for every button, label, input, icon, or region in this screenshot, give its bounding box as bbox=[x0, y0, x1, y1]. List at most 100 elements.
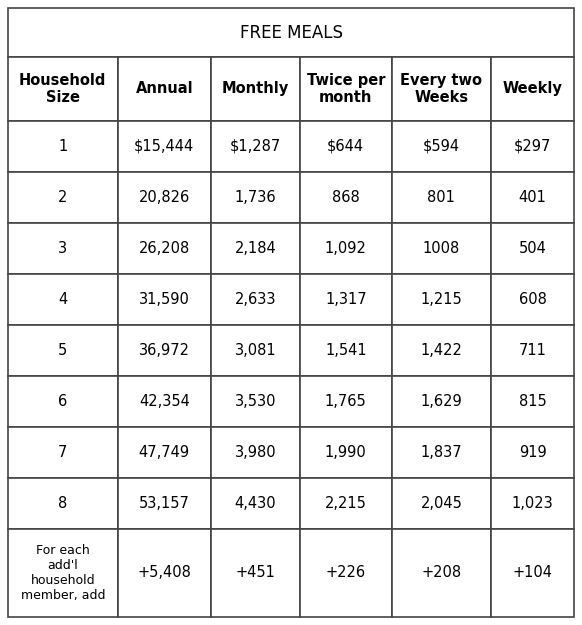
Text: 7: 7 bbox=[58, 445, 68, 460]
Bar bbox=[211, 325, 300, 376]
Text: 1008: 1008 bbox=[423, 241, 460, 256]
Text: $644: $644 bbox=[327, 139, 364, 154]
Text: 919: 919 bbox=[519, 445, 546, 460]
Bar bbox=[300, 325, 392, 376]
Bar bbox=[211, 427, 300, 478]
Text: FREE MEALS: FREE MEALS bbox=[240, 24, 342, 41]
Text: 3,530: 3,530 bbox=[235, 394, 276, 409]
Bar bbox=[300, 57, 392, 121]
Text: 4: 4 bbox=[58, 292, 68, 307]
Text: 3,081: 3,081 bbox=[235, 342, 276, 357]
Text: 504: 504 bbox=[519, 241, 546, 256]
Text: 2,184: 2,184 bbox=[235, 241, 276, 256]
Bar bbox=[300, 222, 392, 274]
Bar bbox=[300, 172, 392, 222]
Bar bbox=[491, 222, 574, 274]
Bar bbox=[211, 529, 300, 617]
Text: 1,092: 1,092 bbox=[325, 241, 367, 256]
Bar bbox=[491, 57, 574, 121]
Text: +208: +208 bbox=[421, 566, 462, 581]
Bar bbox=[491, 172, 574, 222]
Bar bbox=[8, 57, 118, 121]
Text: +5,408: +5,408 bbox=[137, 566, 191, 581]
Bar bbox=[211, 121, 300, 172]
Bar bbox=[392, 529, 491, 617]
Bar bbox=[491, 376, 574, 427]
Bar bbox=[211, 222, 300, 274]
Bar bbox=[491, 529, 574, 617]
Bar bbox=[392, 121, 491, 172]
Bar bbox=[211, 274, 300, 325]
Bar bbox=[8, 376, 118, 427]
Text: 2: 2 bbox=[58, 190, 68, 205]
Text: 1,990: 1,990 bbox=[325, 445, 367, 460]
Bar bbox=[8, 427, 118, 478]
Bar bbox=[211, 376, 300, 427]
Text: Monthly: Monthly bbox=[222, 81, 289, 96]
Text: $297: $297 bbox=[514, 139, 551, 154]
Text: 2,215: 2,215 bbox=[325, 496, 367, 511]
Bar bbox=[491, 274, 574, 325]
Text: 1,837: 1,837 bbox=[421, 445, 462, 460]
Bar bbox=[118, 427, 211, 478]
Text: 5: 5 bbox=[58, 342, 68, 357]
Text: Every two
Weeks: Every two Weeks bbox=[400, 72, 482, 105]
Text: 3: 3 bbox=[58, 241, 68, 256]
Bar bbox=[392, 274, 491, 325]
Text: +226: +226 bbox=[326, 566, 366, 581]
Text: For each
add'l
household
member, add: For each add'l household member, add bbox=[20, 544, 105, 602]
Text: 608: 608 bbox=[519, 292, 546, 307]
Bar bbox=[300, 478, 392, 529]
Bar bbox=[491, 121, 574, 172]
Text: 711: 711 bbox=[519, 342, 546, 357]
Text: 42,354: 42,354 bbox=[139, 394, 190, 409]
Text: 36,972: 36,972 bbox=[139, 342, 190, 357]
Text: 53,157: 53,157 bbox=[139, 496, 190, 511]
Bar bbox=[392, 325, 491, 376]
Bar bbox=[211, 57, 300, 121]
Bar bbox=[300, 529, 392, 617]
Bar bbox=[392, 222, 491, 274]
Text: Twice per
month: Twice per month bbox=[307, 72, 385, 105]
Bar bbox=[8, 325, 118, 376]
Text: +451: +451 bbox=[236, 566, 275, 581]
Bar bbox=[8, 8, 574, 57]
Text: 2,045: 2,045 bbox=[420, 496, 462, 511]
Bar bbox=[392, 427, 491, 478]
Bar bbox=[211, 478, 300, 529]
Text: 2,633: 2,633 bbox=[235, 292, 276, 307]
Text: 1,541: 1,541 bbox=[325, 342, 367, 357]
Text: Annual: Annual bbox=[136, 81, 193, 96]
Bar bbox=[118, 222, 211, 274]
Text: 868: 868 bbox=[332, 190, 360, 205]
Bar bbox=[118, 274, 211, 325]
Bar bbox=[118, 376, 211, 427]
Bar bbox=[8, 478, 118, 529]
Text: 1,317: 1,317 bbox=[325, 292, 367, 307]
Bar bbox=[392, 172, 491, 222]
Text: 20,826: 20,826 bbox=[139, 190, 190, 205]
Bar bbox=[8, 222, 118, 274]
Bar bbox=[300, 427, 392, 478]
Bar bbox=[8, 172, 118, 222]
Bar bbox=[392, 376, 491, 427]
Bar bbox=[8, 274, 118, 325]
Text: $1,287: $1,287 bbox=[230, 139, 281, 154]
Bar bbox=[491, 478, 574, 529]
Text: 26,208: 26,208 bbox=[139, 241, 190, 256]
Text: 1: 1 bbox=[58, 139, 68, 154]
Text: +104: +104 bbox=[513, 566, 552, 581]
Text: 8: 8 bbox=[58, 496, 68, 511]
Bar bbox=[118, 57, 211, 121]
Bar bbox=[118, 529, 211, 617]
Bar bbox=[8, 121, 118, 172]
Text: 3,980: 3,980 bbox=[235, 445, 276, 460]
Bar bbox=[392, 478, 491, 529]
Text: 401: 401 bbox=[519, 190, 546, 205]
Bar bbox=[118, 172, 211, 222]
Text: 1,736: 1,736 bbox=[235, 190, 276, 205]
Text: Weekly: Weekly bbox=[503, 81, 562, 96]
Text: 31,590: 31,590 bbox=[139, 292, 190, 307]
Text: $15,444: $15,444 bbox=[134, 139, 194, 154]
Text: 47,749: 47,749 bbox=[139, 445, 190, 460]
